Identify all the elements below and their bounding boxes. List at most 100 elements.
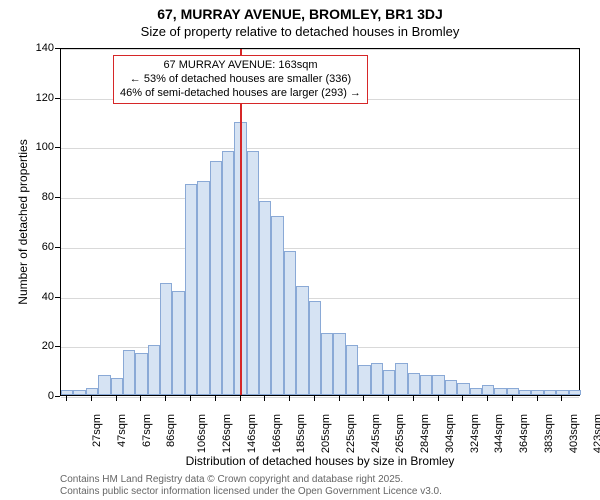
x-tick-label: 185sqm <box>295 414 307 453</box>
x-tick <box>462 396 463 401</box>
histogram-bar <box>197 181 209 395</box>
x-tick-label: 284sqm <box>419 414 431 453</box>
x-tick <box>363 396 364 401</box>
histogram-bar <box>445 380 457 395</box>
x-tick <box>537 396 538 401</box>
x-tick <box>388 396 389 401</box>
histogram-bar <box>383 370 395 395</box>
y-tick <box>55 197 60 198</box>
histogram-bar <box>408 373 420 395</box>
histogram-bar <box>432 375 444 395</box>
histogram-bar <box>482 385 494 395</box>
y-tick <box>55 247 60 248</box>
y-tick <box>55 346 60 347</box>
histogram-bar <box>395 363 407 395</box>
y-tick <box>55 48 60 49</box>
x-tick-label: 166sqm <box>271 414 283 453</box>
x-tick <box>91 396 92 401</box>
x-tick <box>116 396 117 401</box>
y-tick <box>55 396 60 397</box>
histogram-bar <box>569 390 581 395</box>
x-tick-label: 383sqm <box>543 414 555 453</box>
x-tick-label: 324sqm <box>469 414 481 453</box>
histogram-bar <box>61 390 73 395</box>
x-tick-label: 364sqm <box>518 414 530 453</box>
histogram-bar <box>271 216 283 395</box>
y-tick <box>55 297 60 298</box>
x-tick <box>339 396 340 401</box>
x-tick <box>289 396 290 401</box>
footer-attribution-1: Contains HM Land Registry data © Crown c… <box>60 474 580 485</box>
histogram-bar <box>86 388 98 395</box>
histogram-bar <box>531 390 543 395</box>
x-tick <box>264 396 265 401</box>
histogram-bar <box>420 375 432 395</box>
histogram-bar <box>309 301 321 395</box>
y-tick-label: 0 <box>24 390 54 402</box>
histogram-bar <box>160 283 172 395</box>
x-tick-label: 423sqm <box>593 414 600 453</box>
histogram-bar <box>111 378 123 395</box>
property-annotation: 67 MURRAY AVENUE: 163sqm← 53% of detache… <box>113 55 368 104</box>
x-tick-label: 205sqm <box>320 414 332 453</box>
footer-attribution-2: Contains public sector information licen… <box>60 486 580 497</box>
gridline <box>61 198 579 199</box>
x-tick-label: 403sqm <box>568 414 580 453</box>
y-tick-label: 40 <box>24 291 54 303</box>
x-tick-label: 126sqm <box>221 414 233 453</box>
histogram-bar <box>222 151 234 395</box>
x-tick-label: 47sqm <box>116 414 128 447</box>
histogram-bar <box>123 350 135 395</box>
histogram-bar <box>296 286 308 395</box>
histogram-bar <box>346 345 358 395</box>
plot-area: 67 MURRAY AVENUE: 163sqm← 53% of detache… <box>60 48 580 396</box>
x-tick-label: 344sqm <box>494 414 506 453</box>
y-tick <box>55 98 60 99</box>
histogram-bar <box>333 333 345 395</box>
histogram-bar <box>544 390 556 395</box>
histogram-bar <box>247 151 259 395</box>
histogram-bar <box>73 390 85 395</box>
x-tick-label: 106sqm <box>196 414 208 453</box>
histogram-bar <box>358 365 370 395</box>
gridline <box>61 298 579 299</box>
x-tick-label: 67sqm <box>141 414 153 447</box>
x-tick-label: 225sqm <box>345 414 357 453</box>
annotation-line: 67 MURRAY AVENUE: 163sqm <box>120 59 361 73</box>
y-tick-label: 20 <box>24 340 54 352</box>
x-tick <box>438 396 439 401</box>
histogram-bar <box>507 388 519 395</box>
y-tick-label: 100 <box>24 141 54 153</box>
x-axis-label: Distribution of detached houses by size … <box>60 454 580 468</box>
x-tick <box>561 396 562 401</box>
histogram-bar <box>185 184 197 395</box>
x-tick <box>165 396 166 401</box>
y-tick-label: 140 <box>24 42 54 54</box>
histogram-bar <box>519 390 531 395</box>
histogram-bar <box>556 390 568 395</box>
histogram-bar <box>98 375 110 395</box>
y-tick-label: 60 <box>24 241 54 253</box>
gridline <box>61 148 579 149</box>
x-tick <box>190 396 191 401</box>
x-tick <box>240 396 241 401</box>
histogram-bar <box>172 291 184 395</box>
histogram-bar <box>284 251 296 395</box>
x-tick-label: 146sqm <box>246 414 258 453</box>
annotation-line: ← 53% of detached houses are smaller (33… <box>120 73 361 87</box>
histogram-bar <box>371 363 383 395</box>
gridline <box>61 397 579 398</box>
gridline <box>61 49 579 50</box>
y-tick-label: 80 <box>24 191 54 203</box>
histogram-bar <box>210 161 222 395</box>
x-tick <box>512 396 513 401</box>
chart-container: { "title_line1": "67, MURRAY AVENUE, BRO… <box>0 0 600 500</box>
histogram-bar <box>135 353 147 395</box>
x-tick <box>413 396 414 401</box>
histogram-bar <box>321 333 333 395</box>
x-tick <box>66 396 67 401</box>
x-tick <box>487 396 488 401</box>
histogram-bar <box>494 388 506 395</box>
y-tick-label: 120 <box>24 92 54 104</box>
chart-title-subtitle: Size of property relative to detached ho… <box>0 24 600 39</box>
